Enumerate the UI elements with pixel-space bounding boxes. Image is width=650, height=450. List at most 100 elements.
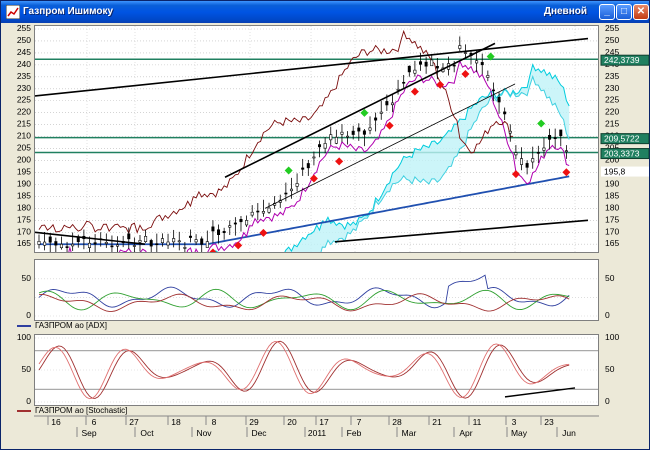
price-label-bg xyxy=(600,133,650,145)
month-label: 2011 xyxy=(308,428,327,438)
stochastic-panel[interactable] xyxy=(34,334,599,406)
candle-body xyxy=(267,207,271,213)
candle-body xyxy=(155,243,159,246)
candle-body xyxy=(357,127,361,132)
adx-canvas[interactable] xyxy=(35,260,598,320)
candle-body xyxy=(200,238,204,245)
candle-body xyxy=(289,188,293,192)
day-label: 16 xyxy=(51,417,61,427)
support-trendline xyxy=(334,219,589,243)
adx-tick-left: 50 xyxy=(22,273,32,283)
candle-body xyxy=(475,60,479,64)
price-label-text: 242,3739 xyxy=(604,55,640,65)
month-label: Dec xyxy=(251,428,267,438)
close-button[interactable]: ✕ xyxy=(633,4,649,20)
chart-app-icon xyxy=(6,5,20,19)
candle-body xyxy=(177,240,181,243)
candle-body xyxy=(452,64,456,67)
candle-body xyxy=(160,238,164,243)
day-label: 28 xyxy=(392,417,402,427)
candle-body xyxy=(536,152,540,154)
day-label: 29 xyxy=(249,417,259,427)
day-label: 11 xyxy=(473,417,482,427)
candle-body xyxy=(59,243,63,249)
stochastic-axis-right: 100 50 0 xyxy=(605,332,619,406)
day-label: 6 xyxy=(92,417,97,427)
price-tick-left: 255 xyxy=(17,23,31,33)
buy-signal-marker xyxy=(537,119,546,128)
price-tick-right: 165 xyxy=(605,238,619,248)
month-label: Oct xyxy=(140,428,154,438)
candle-body xyxy=(424,61,428,67)
candle-body xyxy=(127,233,131,240)
buy-signal-marker xyxy=(284,166,293,175)
sell-signal-marker xyxy=(511,170,520,179)
time-axis: 16 6 27 18 8 29 20 17 7 28 21 11 3 23 Sep Oct Nov Dec 2011… xyxy=(34,415,599,438)
stochastic-k-line xyxy=(38,340,570,399)
day-label: 23 xyxy=(544,417,554,427)
candle-body xyxy=(228,225,232,228)
candle-body xyxy=(256,210,260,213)
price-tick-right: 230 xyxy=(605,83,619,93)
price-tick-right: 225 xyxy=(605,95,619,105)
price-chart-canvas[interactable] xyxy=(34,26,598,296)
candle-body xyxy=(312,156,316,159)
price-label-bg xyxy=(600,148,650,160)
price-label-text: 209,5722 xyxy=(604,134,640,144)
candle-body xyxy=(351,130,355,135)
price-label-bg xyxy=(601,166,649,177)
stochastic-tick-left: 100 xyxy=(17,332,31,342)
candle-body xyxy=(531,158,535,163)
stochastic-tick-right: 100 xyxy=(605,332,619,342)
price-tick-left: 225 xyxy=(17,95,31,105)
stochastic-canvas[interactable] xyxy=(35,335,598,405)
price-chart-panel[interactable] xyxy=(34,25,599,296)
candle-body xyxy=(346,135,350,138)
candle-body xyxy=(65,246,69,248)
candle-body xyxy=(261,211,265,214)
price-tick-left: 175 xyxy=(17,214,31,224)
price-tick-right: 245 xyxy=(605,47,619,57)
candle-body xyxy=(334,137,338,144)
candle-body xyxy=(211,226,215,232)
candle-body xyxy=(390,102,394,106)
price-label: 209,5722 xyxy=(600,133,650,145)
candle-body xyxy=(329,134,333,141)
price-label: 242,3739 xyxy=(600,54,650,66)
price-tick-right: 220 xyxy=(605,107,619,117)
title-bar[interactable]: Газпром Ишимоку Дневной _ □ ✕ xyxy=(1,1,649,23)
adx-panel[interactable] xyxy=(34,259,599,321)
candle-body xyxy=(222,231,226,234)
month-label: Jun xyxy=(562,428,576,438)
candle-body xyxy=(419,61,423,65)
candle-body xyxy=(233,222,237,225)
minimize-button[interactable]: _ xyxy=(599,4,615,20)
candle-body xyxy=(48,236,52,243)
candle-body xyxy=(396,88,400,91)
candle-body xyxy=(188,235,192,238)
candle-body xyxy=(172,238,176,243)
stochastic-legend-label: ГАЗПРОМ ao [Stochastic] xyxy=(35,406,128,415)
maximize-button[interactable]: □ xyxy=(616,4,632,20)
candle-body xyxy=(144,236,148,243)
month-label: Mar xyxy=(402,428,417,438)
day-label: 20 xyxy=(287,417,297,427)
sell-signal-marker xyxy=(461,70,470,79)
candle-body xyxy=(514,152,518,156)
candle-body xyxy=(491,89,495,92)
candle-body xyxy=(318,144,322,148)
sell-signal-marker xyxy=(234,241,243,250)
price-tick-right: 185 xyxy=(605,190,619,200)
candle-body xyxy=(104,241,108,244)
price-tick-left: 245 xyxy=(17,47,31,57)
candle-body xyxy=(486,75,490,78)
candle-body xyxy=(430,59,434,67)
adx-tick-right: 50 xyxy=(605,273,615,283)
candle-body xyxy=(407,65,411,73)
month-label: May xyxy=(511,428,528,438)
di-plus-line xyxy=(38,288,570,311)
buy-signal-marker xyxy=(486,52,495,61)
chikou-line xyxy=(38,29,514,235)
candle-body xyxy=(385,101,389,106)
